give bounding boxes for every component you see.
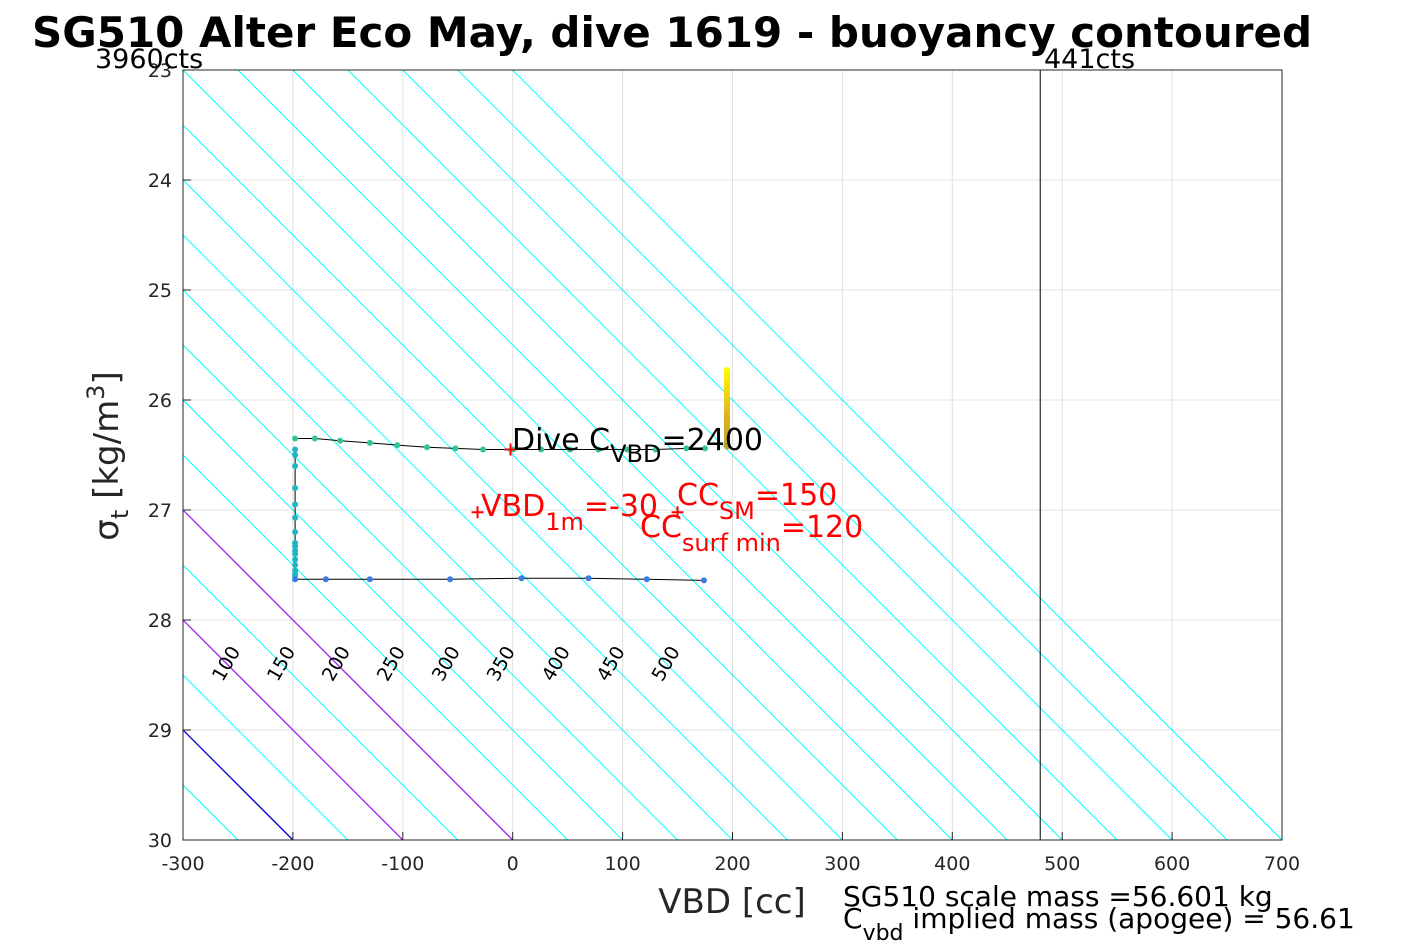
scale-mass-text: SG510 scale mass =56.601 kg [843, 880, 1273, 913]
y-tick-label: 26 [148, 390, 172, 412]
buoyancy-contour-line [292, 70, 1063, 840]
markers [471, 443, 684, 519]
data-point [311, 435, 318, 442]
x-tick-label: 200 [714, 853, 750, 875]
data-point [292, 551, 299, 557]
data-point [566, 446, 573, 453]
data-point [366, 439, 373, 446]
y-tick-label: 25 [148, 280, 172, 302]
marker-cross [671, 506, 684, 519]
buoyancy-contour-line [183, 564, 459, 840]
data-point [292, 463, 299, 469]
corner-label-left: 3960cts [95, 44, 203, 75]
data-point [423, 444, 430, 451]
buoyancy-contour-line [183, 509, 514, 840]
x-tick-label: 400 [934, 853, 970, 875]
buoyancy-contour-line [237, 70, 1008, 840]
x-tick-label: 500 [1044, 853, 1080, 875]
buoyancy-contour-line [347, 70, 1118, 840]
data-point [292, 543, 299, 550]
data-point [452, 445, 459, 452]
data-point [292, 446, 299, 453]
x-tick-label: 600 [1154, 853, 1190, 875]
corner-label-right: 441cts [1044, 44, 1135, 75]
data-point [480, 446, 487, 453]
dive-cvbd-annotation: Dive CVBD=2400 [512, 423, 763, 468]
data-point [643, 576, 650, 583]
y-tick-label: 24 [148, 170, 172, 192]
trace-line [295, 577, 704, 581]
y-axis-label: σt [kg/m3] [82, 371, 134, 540]
data-point [292, 435, 299, 442]
buoyancy-contour-line [183, 289, 733, 840]
y-tick-label: 30 [148, 830, 172, 852]
buoyancy-contour-line [0, 70, 73, 840]
data-point [683, 445, 690, 452]
data-point [292, 514, 299, 521]
x-tick-label: -100 [381, 853, 424, 875]
y-axis-ticks: 23 24 25 26 27 28 29 30 [148, 60, 191, 852]
data-point [595, 446, 602, 453]
data-point [322, 576, 329, 583]
data-point [538, 446, 545, 453]
data-point [292, 529, 299, 535]
ccsm-annotation: CCSM=150 [677, 478, 837, 525]
trace-line [295, 438, 705, 450]
buoyancy-contour-line [183, 234, 788, 840]
buoyancy-contour-line [457, 70, 1228, 840]
vbd1m-annotation: VBD1m=-30 [481, 489, 658, 536]
data-point [700, 577, 707, 584]
data-point [292, 452, 299, 458]
data-point [292, 576, 299, 583]
buoyancy-contour-line [183, 70, 953, 840]
data-point [292, 562, 299, 568]
data-point [623, 446, 630, 453]
buoyancy-contour-line [512, 70, 1282, 840]
surface-color-bar [724, 367, 731, 450]
contour-labels: 100 150 200 250 300 350 400 450 500 [208, 643, 685, 685]
x-axis-ticks: -300 -200 -100 0 100 200 300 400 500 600 700 [161, 832, 1300, 875]
x-axis-label: VBD [cc] [658, 882, 806, 922]
buoyancy-contour-line [183, 179, 843, 840]
ccsurf-annotation: CCsurf min=120 [640, 510, 863, 557]
buoyancy-contour-line [183, 674, 349, 840]
buoyancy-contours [0, 70, 1282, 840]
buoyancy-contour-line [183, 124, 898, 840]
data-point [337, 437, 344, 444]
buoyancy-contour-line [402, 70, 1173, 840]
chart-title: SG510 Alter Eco May, dive 1619 - buoyanc… [32, 8, 1312, 57]
data-point [447, 576, 454, 583]
marker-cross [504, 443, 517, 456]
data-point [292, 501, 299, 508]
y-tick-label: 23 [148, 60, 172, 82]
x-tick-label: -300 [161, 853, 204, 875]
data-point [394, 442, 401, 449]
data-point [518, 575, 525, 582]
data-point [292, 485, 299, 491]
buoyancy-contour-line [183, 619, 404, 840]
svg-text:σt [kg/m3]: σt [kg/m3] [82, 371, 134, 540]
y-tick-label: 28 [148, 610, 172, 632]
x-tick-label: 0 [507, 853, 519, 875]
data-point [366, 576, 373, 583]
implied-mass-text: Cvbd implied mass (apogee) = 56.61 [843, 902, 1355, 945]
y-tick-label: 27 [148, 500, 172, 522]
data-point [292, 556, 299, 563]
x-tick-label: 700 [1264, 853, 1300, 875]
buoyancy-contour-line [0, 70, 18, 840]
marker-cross [471, 506, 484, 519]
data-point [702, 445, 709, 452]
x-tick-label: -200 [271, 853, 314, 875]
data-point [585, 575, 592, 582]
buoyancy-contour-line [183, 399, 623, 840]
y-tick-label: 29 [148, 720, 172, 742]
dive-trace [292, 367, 731, 584]
x-tick-label: 100 [604, 853, 640, 875]
x-tick-label: 300 [824, 853, 860, 875]
data-point [652, 446, 659, 453]
